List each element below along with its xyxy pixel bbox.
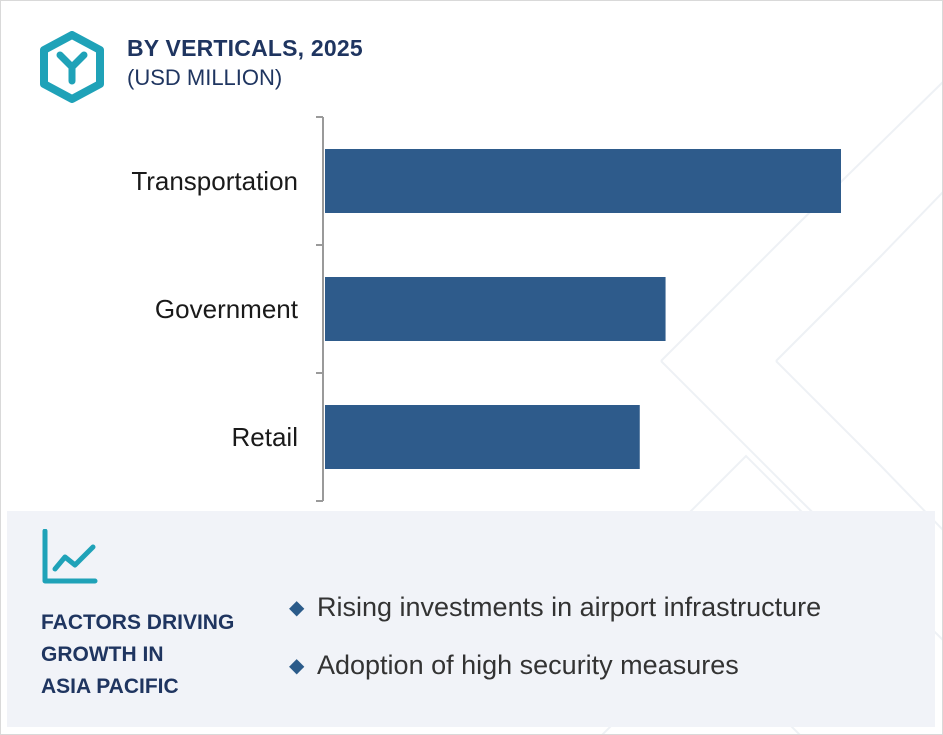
factors-list: ◆ Rising investments in airport infrastr… [289, 587, 821, 703]
factor-text: Adoption of high security measures [317, 650, 739, 680]
factors-heading-line: ASIA PACIFIC [41, 675, 179, 698]
factors-panel: FACTORS DRIVING GROWTH IN ASIA PACIFIC ◆… [7, 511, 935, 727]
line-chart-trend-icon [42, 529, 98, 584]
bar-transportation [325, 149, 841, 213]
factor-item: ◆ Rising investments in airport infrastr… [289, 587, 821, 645]
bar-chart: Transportation Government Retail [131, 116, 841, 502]
chart-title: BY VERTICALS, 2025 [127, 35, 363, 61]
hexagon-y-logo-icon [40, 31, 104, 103]
bar-retail [325, 405, 640, 469]
factor-text: Rising investments in airport infrastruc… [317, 592, 822, 622]
category-label: Transportation [131, 166, 298, 196]
category-label: Government [155, 294, 299, 324]
category-label: Retail [232, 422, 298, 452]
factors-heading-line: FACTORS DRIVING [41, 611, 235, 634]
diamond-bullet-icon: ◆ [289, 655, 305, 677]
bar-government [325, 277, 666, 341]
diamond-bullet-icon: ◆ [289, 597, 305, 619]
chart-subtitle: (USD MILLION) [127, 65, 283, 90]
factor-item: ◆ Adoption of high security measures [289, 645, 821, 703]
factors-heading-line: GROWTH IN [41, 643, 164, 666]
factors-heading: FACTORS DRIVING GROWTH IN ASIA PACIFIC [41, 607, 271, 703]
